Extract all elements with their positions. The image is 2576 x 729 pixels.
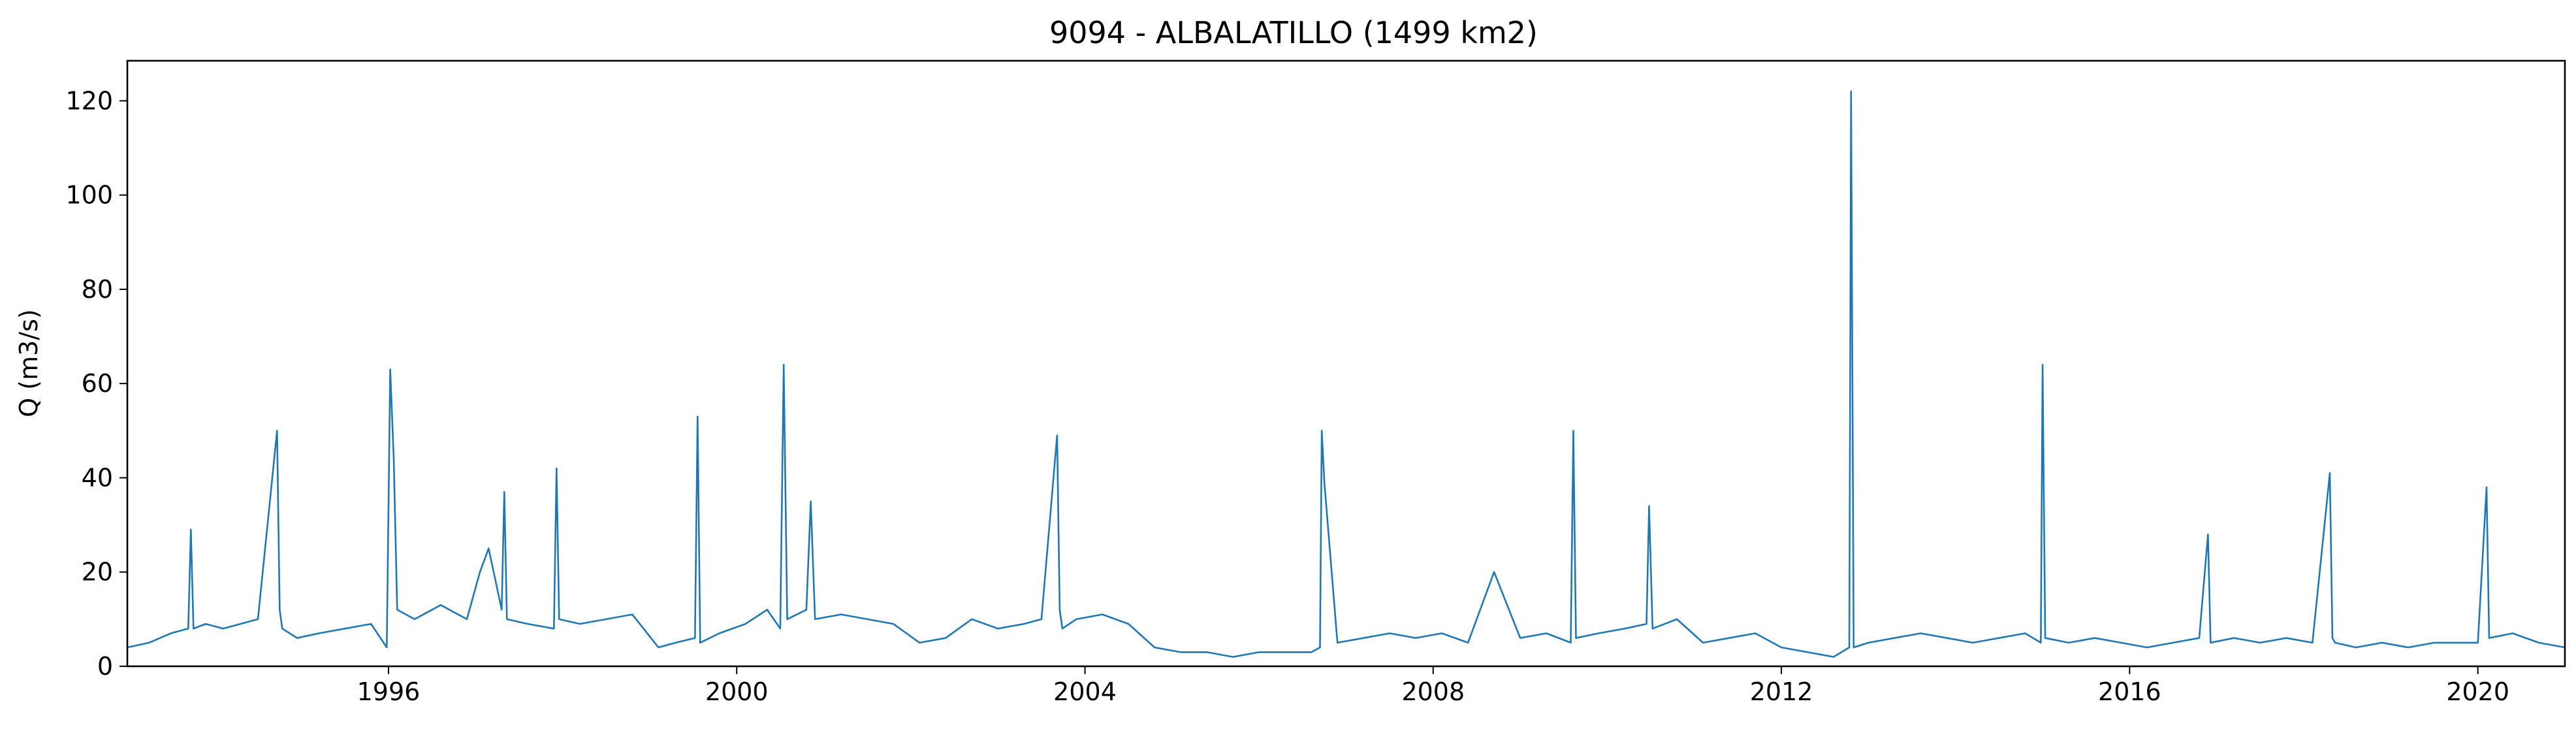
x-tick-label: 2004 bbox=[1053, 677, 1117, 706]
x-tick-label: 2020 bbox=[2446, 677, 2509, 706]
plot-area bbox=[127, 90, 2566, 658]
x-axis: 1996 2000 2004 2008 2012 2016 2020 bbox=[357, 666, 2509, 706]
discharge-series-line bbox=[127, 90, 2566, 658]
y-tick-label: 100 bbox=[65, 181, 113, 210]
plot-frame bbox=[126, 59, 2566, 668]
y-tick-label: 0 bbox=[97, 652, 113, 681]
x-tick-label: 2008 bbox=[1401, 677, 1465, 706]
x-tick-label: 1996 bbox=[357, 677, 421, 706]
y-tick-label: 120 bbox=[65, 86, 113, 115]
y-tick-label: 40 bbox=[82, 463, 113, 492]
y-axis-label: Q (m3/s) bbox=[14, 309, 43, 417]
y-tick-label: 80 bbox=[82, 275, 113, 304]
x-tick-label: 2000 bbox=[705, 677, 769, 706]
chart-title: 9094 - ALBALATILLO (1499 km2) bbox=[1049, 15, 1538, 50]
y-tick-label: 60 bbox=[82, 369, 113, 398]
y-axis: 0 20 40 60 80 100 120 bbox=[65, 86, 127, 681]
x-tick-label: 2012 bbox=[1750, 677, 1813, 706]
y-tick-label: 20 bbox=[82, 558, 113, 587]
x-tick-label: 2016 bbox=[2098, 677, 2161, 706]
